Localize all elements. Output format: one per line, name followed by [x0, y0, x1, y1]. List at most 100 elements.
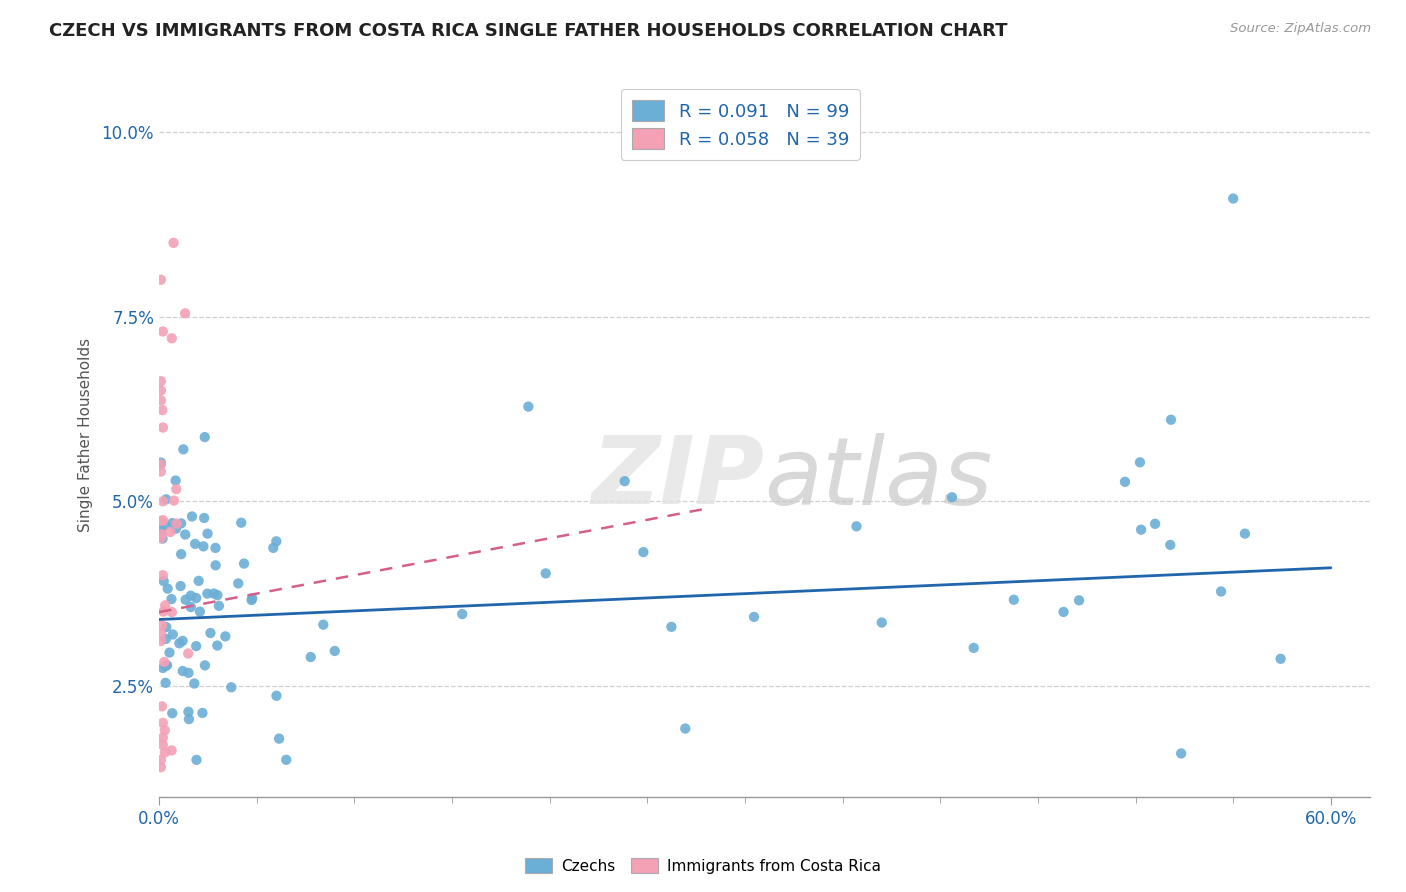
Point	[177, 665, 200, 680]
Point	[204, 541, 226, 555]
Point	[181, 509, 204, 524]
Point	[153, 746, 176, 760]
Point	[150, 699, 173, 714]
Point	[1129, 455, 1152, 469]
Point	[269, 731, 291, 746]
Point	[149, 374, 172, 388]
Point	[174, 592, 197, 607]
Point	[187, 574, 209, 588]
Point	[169, 636, 191, 650]
Point	[613, 474, 636, 488]
Point	[451, 607, 474, 621]
Point	[742, 610, 765, 624]
Point	[661, 620, 683, 634]
Point	[160, 592, 183, 607]
Point	[163, 493, 186, 508]
Point	[152, 605, 174, 619]
Point	[194, 658, 217, 673]
Point	[152, 494, 174, 508]
Point	[152, 574, 174, 588]
Point	[152, 738, 174, 752]
Point	[149, 384, 172, 398]
Point	[1209, 584, 1232, 599]
Point	[194, 430, 217, 444]
Point	[193, 511, 215, 525]
Point	[160, 605, 183, 619]
Point	[191, 706, 214, 720]
Point	[1170, 747, 1192, 761]
Point	[174, 527, 197, 541]
Point	[153, 655, 176, 669]
Point	[159, 524, 181, 539]
Point	[155, 632, 177, 646]
Point	[150, 514, 173, 528]
Point	[845, 519, 868, 533]
Point	[162, 627, 184, 641]
Point	[169, 579, 191, 593]
Text: ZIP: ZIP	[592, 433, 765, 524]
Point	[165, 474, 187, 488]
Point	[149, 531, 172, 545]
Point	[149, 530, 172, 544]
Point	[323, 644, 346, 658]
Point	[149, 527, 172, 541]
Point	[160, 743, 183, 757]
Point	[299, 650, 322, 665]
Point	[231, 516, 253, 530]
Point	[193, 540, 215, 554]
Point	[152, 403, 174, 417]
Point	[152, 513, 174, 527]
Point	[276, 753, 298, 767]
Point	[152, 731, 174, 745]
Point	[152, 715, 174, 730]
Point	[159, 646, 181, 660]
Point	[184, 537, 207, 551]
Point	[188, 605, 211, 619]
Point	[149, 456, 172, 470]
Point	[186, 639, 208, 653]
Point	[149, 626, 172, 640]
Point	[149, 465, 172, 479]
Point	[180, 600, 202, 615]
Legend: R = 0.091   N = 99, R = 0.058   N = 39: R = 0.091 N = 99, R = 0.058 N = 39	[620, 89, 859, 160]
Point	[150, 618, 173, 632]
Point	[1160, 413, 1182, 427]
Point	[673, 722, 696, 736]
Point	[195, 587, 218, 601]
Y-axis label: Single Father Households: Single Father Households	[79, 338, 93, 532]
Point	[162, 706, 184, 721]
Text: atlas: atlas	[765, 433, 993, 524]
Point	[240, 593, 263, 607]
Text: CZECH VS IMMIGRANTS FROM COSTA RICA SINGLE FATHER HOUSEHOLDS CORRELATION CHART: CZECH VS IMMIGRANTS FROM COSTA RICA SING…	[49, 22, 1008, 40]
Point	[207, 639, 229, 653]
Point	[153, 723, 176, 738]
Point	[177, 712, 200, 726]
Point	[1067, 593, 1090, 607]
Point	[197, 526, 219, 541]
Point	[1114, 475, 1136, 489]
Point	[1270, 652, 1292, 666]
Point	[1130, 523, 1153, 537]
Point	[172, 442, 194, 457]
Point	[226, 576, 249, 591]
Point	[162, 516, 184, 530]
Point	[208, 599, 231, 613]
Point	[200, 626, 222, 640]
Point	[633, 545, 655, 559]
Point	[240, 591, 263, 606]
Point	[177, 647, 200, 661]
Point	[152, 661, 174, 675]
Point	[312, 617, 335, 632]
Point	[172, 664, 194, 678]
Point	[207, 588, 229, 602]
Point	[219, 681, 242, 695]
Point	[149, 753, 172, 767]
Point	[150, 527, 173, 541]
Point	[149, 634, 172, 648]
Point	[1159, 538, 1181, 552]
Point	[170, 516, 193, 531]
Point	[233, 557, 256, 571]
Point	[266, 689, 288, 703]
Point	[149, 760, 172, 774]
Point	[170, 547, 193, 561]
